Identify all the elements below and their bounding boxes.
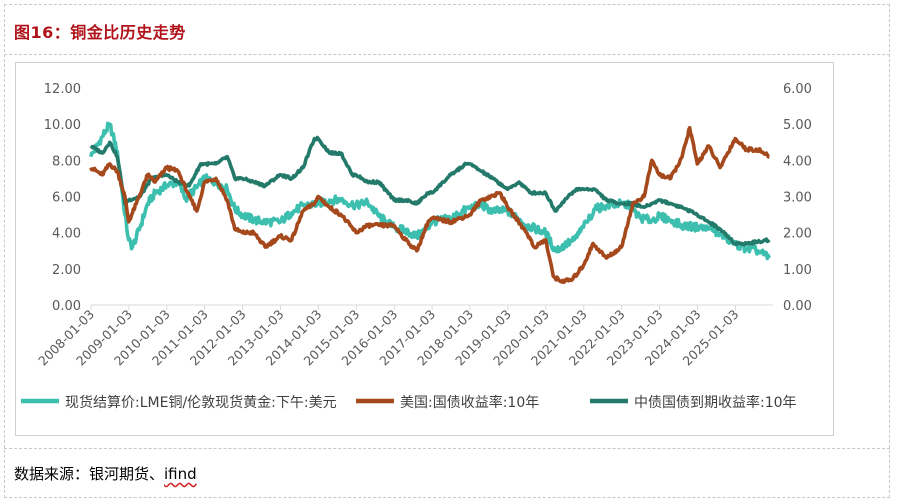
title-divider	[4, 54, 890, 55]
left-tick-label: 2.00	[52, 263, 81, 278]
x-axis-ticks: 2008-01-032009-01-032010-01-032011-01-03…	[35, 305, 741, 368]
legend-label: 美国:国债收益率:10年	[400, 394, 539, 411]
right-tick-label: 0.00	[783, 299, 812, 314]
left-tick-label: 6.00	[52, 191, 81, 206]
source-text: 数据来源：银河期货、	[14, 465, 165, 483]
series-line	[89, 121, 771, 261]
left-tick-label: 4.00	[52, 227, 81, 242]
right-tick-label: 1.00	[783, 263, 812, 278]
chart-container: 0.00 2.00 4.00 6.00 8.00 10.00 12.00 0.00 1.00 2…	[15, 62, 834, 436]
left-axis-ticks: 0.00 2.00 4.00 6.00 8.00 10.00 12.00	[44, 82, 81, 314]
left-tick-label: 12.00	[44, 82, 81, 97]
legend: 现货结算价:LME铜/伦敦现货黄金:下午:美元 美国:国债收益率:10年 中债国债到…	[21, 394, 797, 411]
figure-title: 图16：铜金比历史走势	[14, 23, 186, 42]
left-tick-label: 0.00	[52, 299, 81, 314]
legend-label: 现货结算价:LME铜/伦敦现货黄金:下午:美元	[65, 394, 337, 411]
right-tick-label: 6.00	[783, 82, 812, 97]
right-tick-label: 4.00	[783, 154, 812, 169]
right-tick-label: 3.00	[783, 191, 812, 206]
right-tick-label: 5.00	[783, 118, 812, 133]
right-axis-ticks: 0.00 1.00 2.00 3.00 4.00 5.00 6.00	[783, 82, 812, 314]
source-ifind: ifind	[164, 465, 197, 483]
source-divider	[4, 448, 890, 449]
left-tick-label: 10.00	[44, 118, 81, 133]
data-source: 数据来源：银河期货、ifind	[14, 463, 197, 484]
series-line	[89, 135, 771, 247]
series-line	[89, 126, 771, 285]
figure-frame	[4, 4, 890, 498]
series-layer	[89, 121, 771, 285]
legend-label: 中债国债到期收益率:10年	[634, 394, 797, 411]
chart-svg: 0.00 2.00 4.00 6.00 8.00 10.00 12.00 0.00 1.00 2…	[21, 82, 812, 411]
left-tick-label: 8.00	[52, 154, 81, 169]
right-tick-label: 2.00	[783, 227, 812, 242]
